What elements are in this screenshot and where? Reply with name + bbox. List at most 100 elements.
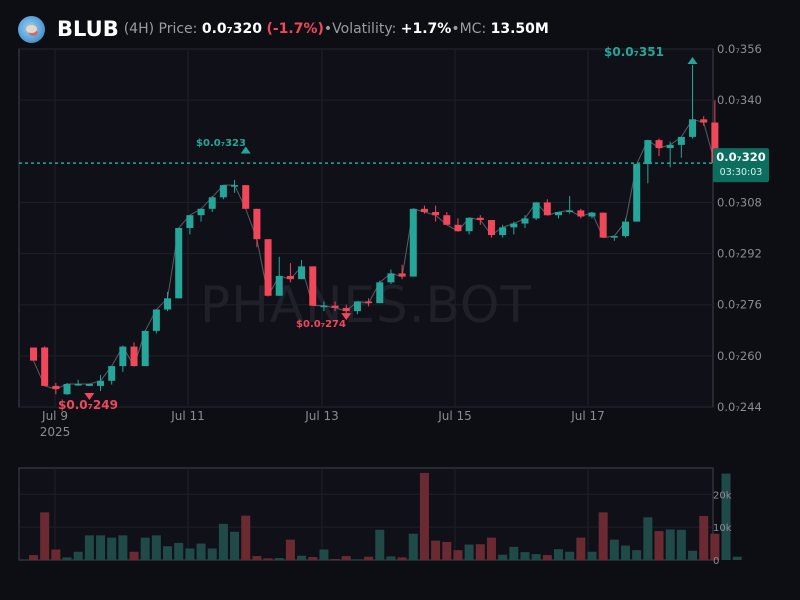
volume-bar bbox=[51, 549, 61, 560]
volume-bar bbox=[341, 556, 351, 560]
candle[interactable] bbox=[231, 180, 239, 193]
candle[interactable] bbox=[197, 208, 205, 222]
candle[interactable] bbox=[398, 264, 406, 280]
candle[interactable] bbox=[588, 212, 596, 219]
candle-body bbox=[175, 228, 183, 299]
volume-bar bbox=[397, 557, 407, 560]
candle[interactable] bbox=[253, 208, 261, 248]
candle[interactable] bbox=[689, 64, 697, 139]
volume-bar bbox=[665, 529, 675, 560]
candle[interactable] bbox=[41, 346, 49, 386]
candle-body bbox=[655, 140, 663, 149]
volume-bar bbox=[252, 556, 262, 560]
candle-body bbox=[376, 282, 384, 304]
candle[interactable] bbox=[566, 196, 574, 214]
candle[interactable] bbox=[454, 218, 462, 232]
candle[interactable] bbox=[286, 263, 294, 283]
candle-body bbox=[309, 266, 317, 306]
candle[interactable] bbox=[275, 256, 283, 296]
annotation-label: $0.0₇323 bbox=[196, 138, 246, 149]
volume-bar bbox=[475, 544, 485, 560]
up-arrow-icon bbox=[687, 56, 698, 64]
separator: • bbox=[323, 21, 333, 37]
candle[interactable] bbox=[521, 215, 529, 228]
candle[interactable] bbox=[432, 205, 440, 222]
candle[interactable] bbox=[655, 138, 663, 157]
candle[interactable] bbox=[85, 383, 93, 386]
candle[interactable] bbox=[97, 375, 105, 392]
volume-bar bbox=[241, 515, 251, 560]
candle-body bbox=[197, 208, 205, 216]
volume-bar bbox=[352, 559, 362, 560]
volume-bar bbox=[699, 515, 709, 560]
candle[interactable] bbox=[543, 199, 551, 216]
candle-body bbox=[700, 119, 708, 123]
x-tick-label: Jul 13 bbox=[304, 409, 339, 423]
volume-bar bbox=[609, 539, 619, 560]
candle[interactable] bbox=[510, 221, 518, 235]
candle[interactable] bbox=[152, 309, 160, 334]
volume-bar bbox=[185, 548, 195, 560]
x-tick-label: Jul 15 bbox=[437, 409, 472, 423]
candle[interactable] bbox=[353, 301, 361, 315]
candle[interactable] bbox=[264, 239, 272, 296]
candle[interactable] bbox=[108, 366, 116, 385]
candle[interactable] bbox=[554, 212, 562, 219]
price-annotation: $0.0₇249 bbox=[58, 393, 118, 412]
candle[interactable] bbox=[443, 212, 451, 225]
candle[interactable] bbox=[175, 228, 183, 299]
candle-body bbox=[85, 383, 93, 386]
candle[interactable] bbox=[186, 215, 194, 235]
candle[interactable] bbox=[409, 208, 417, 277]
candle[interactable] bbox=[387, 269, 395, 284]
candle[interactable] bbox=[420, 205, 428, 214]
candle[interactable] bbox=[532, 202, 540, 221]
candle[interactable] bbox=[499, 224, 507, 238]
candle[interactable] bbox=[487, 220, 495, 238]
candle[interactable] bbox=[309, 266, 317, 306]
candle[interactable] bbox=[63, 383, 71, 395]
candle[interactable] bbox=[74, 379, 82, 386]
candle-body bbox=[644, 140, 652, 165]
candle[interactable] bbox=[577, 208, 585, 219]
candle[interactable] bbox=[219, 185, 227, 200]
candle-body bbox=[253, 208, 261, 240]
candle[interactable] bbox=[476, 215, 484, 225]
candle[interactable] bbox=[622, 218, 630, 238]
candle-body bbox=[599, 212, 607, 238]
candle-body bbox=[119, 346, 127, 367]
candle-body bbox=[164, 298, 172, 310]
volume-bar bbox=[297, 555, 307, 560]
candle[interactable] bbox=[599, 212, 607, 238]
candle[interactable] bbox=[342, 304, 350, 315]
volume-bar bbox=[442, 541, 452, 560]
candle[interactable] bbox=[376, 280, 384, 304]
candle[interactable] bbox=[119, 345, 127, 372]
candle[interactable] bbox=[208, 196, 216, 213]
candle[interactable] bbox=[52, 383, 60, 395]
candle[interactable] bbox=[320, 301, 328, 312]
candle-body bbox=[476, 217, 484, 221]
candle[interactable] bbox=[677, 136, 685, 158]
candle[interactable] bbox=[610, 235, 618, 241]
candle[interactable] bbox=[141, 330, 149, 367]
y-tick-label: 0.0₇356 bbox=[717, 42, 762, 56]
candle[interactable] bbox=[30, 347, 37, 361]
candle[interactable] bbox=[644, 140, 652, 184]
candle[interactable] bbox=[365, 298, 373, 307]
candle[interactable] bbox=[130, 342, 138, 367]
candle[interactable] bbox=[242, 185, 250, 209]
volume-bar bbox=[263, 558, 273, 560]
candle[interactable] bbox=[298, 259, 306, 280]
candle[interactable] bbox=[465, 217, 473, 235]
candle[interactable] bbox=[331, 301, 339, 312]
candle[interactable] bbox=[700, 116, 708, 126]
candle[interactable] bbox=[164, 291, 172, 312]
candle[interactable] bbox=[633, 164, 641, 222]
candle[interactable] bbox=[666, 141, 674, 168]
candle-body bbox=[108, 366, 116, 381]
volume-bar bbox=[207, 548, 217, 560]
candle-body bbox=[677, 136, 685, 145]
volume-bar bbox=[498, 554, 508, 560]
